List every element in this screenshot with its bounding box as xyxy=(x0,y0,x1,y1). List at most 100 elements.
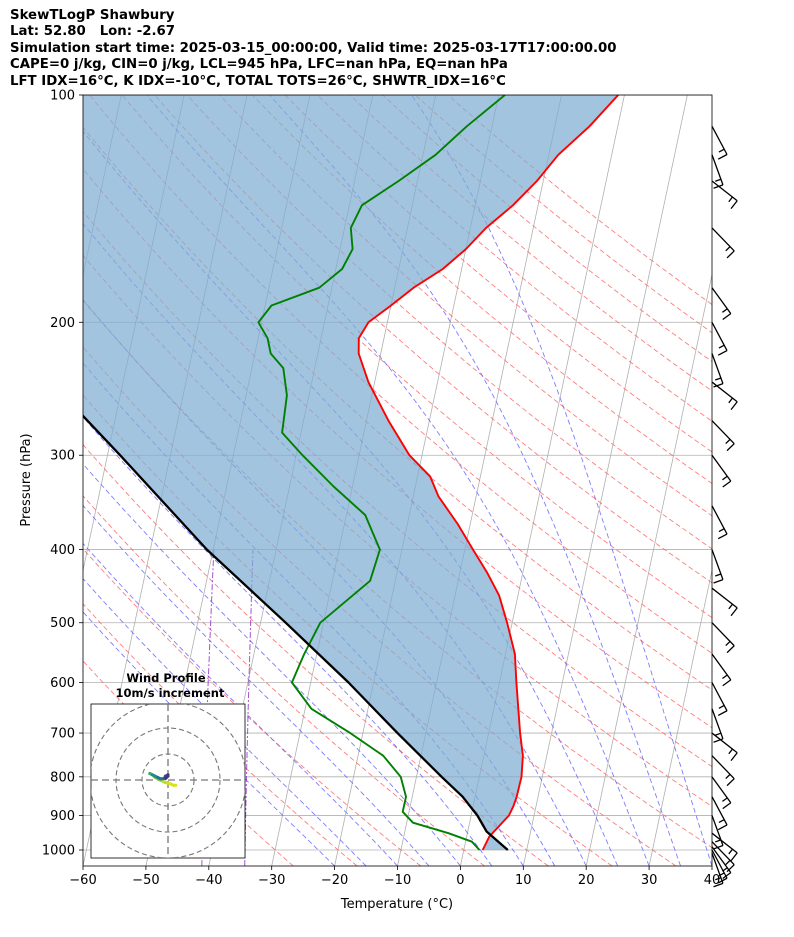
wind-barb-flag xyxy=(713,579,724,584)
chart-title: SkewTLogP Shawbury xyxy=(10,8,175,23)
isotherm-line xyxy=(711,864,712,866)
time-line: Simulation start time: 2025-03-15_00:00:… xyxy=(10,40,617,56)
wind-barb-flag xyxy=(717,877,728,884)
wind-barb-shaft xyxy=(711,587,738,609)
wind-barb-flag xyxy=(725,640,731,647)
profile-layer xyxy=(83,95,619,851)
moist-adiabat xyxy=(269,95,681,866)
wind-barb-flag xyxy=(717,710,728,717)
hodograph: Wind Profile 10m/s increment xyxy=(90,671,246,859)
wind-barb-flag xyxy=(722,674,728,680)
y-tick-label: 300 xyxy=(50,449,75,464)
x-tick-label: 40 xyxy=(704,873,721,888)
cape-line: CAPE=0 j/kg, CIN=0 j/kg, LCL=945 hPa, LF… xyxy=(10,57,508,73)
wind-barbs xyxy=(711,125,738,888)
hodograph-subtitle: 10m/s increment xyxy=(116,686,225,700)
indices-line: LFT IDX=16°C, K IDX=-10°C, TOTAL TOTS=26… xyxy=(10,73,506,89)
dry-adiabat xyxy=(83,443,549,866)
wind-barb-flag xyxy=(730,401,738,411)
wind-barb-shaft xyxy=(711,125,728,155)
wind-barb-flag xyxy=(726,645,735,654)
wind-barb-flag xyxy=(717,824,728,831)
moist-adiabat xyxy=(83,504,430,866)
hodograph-plot xyxy=(91,704,245,858)
wind-barb-flag xyxy=(730,752,738,762)
wind-barb-flag xyxy=(717,533,728,540)
wind-barb-shaft xyxy=(711,353,724,384)
mixing-ratio-line xyxy=(244,549,254,866)
wind-barb-flag xyxy=(715,877,722,881)
wind-barb-shaft xyxy=(711,755,735,780)
wind-barb-flag xyxy=(722,480,732,488)
dry-adiabat xyxy=(83,126,712,691)
wind-barb-flag xyxy=(726,250,735,259)
isotherm-line xyxy=(522,95,688,866)
y-tick-label: 400 xyxy=(50,543,75,558)
wind-barb-flag xyxy=(713,184,724,189)
wind-barb-flag xyxy=(717,153,728,160)
isotherm-line xyxy=(585,272,712,866)
wind-barb-flag xyxy=(730,607,738,617)
moist-adiabat xyxy=(83,577,367,866)
location-line: Lat: 52.80 Lon: -2.67 xyxy=(10,24,176,40)
y-tick-label: 700 xyxy=(50,727,75,742)
wind-barb-shaft xyxy=(711,505,728,535)
wind-barb-shaft xyxy=(711,549,724,580)
wind-barb-shaft xyxy=(711,849,728,879)
wind-barb-flag xyxy=(722,679,732,687)
wind-barb-flag xyxy=(722,313,732,321)
x-tick-label: 30 xyxy=(641,873,658,888)
wind-barb-flag xyxy=(722,867,728,872)
wind-barb-flag xyxy=(715,377,722,381)
wind-barb-flag xyxy=(728,848,734,855)
x-tick-label: 20 xyxy=(578,873,595,888)
wind-barb-flag xyxy=(725,438,731,445)
y-axis-label: Pressure (hPa) xyxy=(19,433,34,526)
wind-barb-flag xyxy=(715,732,722,736)
wind-barb-flag xyxy=(718,148,725,153)
dry-adiabat xyxy=(349,95,712,392)
temperature-line xyxy=(357,95,619,851)
wind-barb-shaft xyxy=(711,381,738,403)
wind-barb-flag xyxy=(728,397,734,404)
wind-barb-flag xyxy=(725,246,731,252)
wind-barb-shaft xyxy=(711,287,732,315)
wind-barb-flag xyxy=(715,573,722,577)
wind-barb-shaft xyxy=(711,622,735,647)
y-tick-label: 500 xyxy=(50,616,75,631)
wind-barb-flag xyxy=(718,819,725,824)
wind-barb-flag xyxy=(722,872,732,879)
wind-barb-flag xyxy=(718,344,725,349)
wind-barb-flag xyxy=(718,528,725,533)
y-tick-label: 900 xyxy=(50,809,75,824)
wind-barb-shaft xyxy=(711,815,724,846)
wind-barb-flag xyxy=(718,872,725,877)
parcel-path xyxy=(83,414,509,851)
y-tick-label: 600 xyxy=(50,676,75,691)
wind-barb-shaft xyxy=(711,708,724,740)
dry-adiabat xyxy=(83,299,712,849)
wind-barb-flag xyxy=(713,882,724,888)
wind-barb-flag xyxy=(722,797,728,802)
wind-barb-flag xyxy=(730,200,738,210)
wind-barb-flag xyxy=(726,778,735,787)
wind-barb-flag xyxy=(713,382,724,388)
y-tick-label: 100 xyxy=(50,89,75,104)
wind-barb-shaft xyxy=(711,841,735,866)
hodograph-trace xyxy=(163,774,170,781)
wind-barb-shaft xyxy=(711,853,724,884)
x-tick-label: −50 xyxy=(132,873,159,888)
wind-barb-flag xyxy=(728,748,734,755)
wind-barb-flag xyxy=(718,704,725,709)
wind-barb-shaft xyxy=(711,653,732,681)
wind-barb-flag xyxy=(713,844,724,850)
wind-barb-shaft xyxy=(711,180,738,202)
moist-adiabat xyxy=(83,611,335,866)
wind-barb-flag xyxy=(715,178,722,182)
y-tick-label: 200 xyxy=(50,316,75,331)
wind-barb-flag xyxy=(713,738,724,743)
wind-barb-flag xyxy=(726,443,735,452)
x-tick-label: −30 xyxy=(258,873,285,888)
x-tick-label: −40 xyxy=(195,873,222,888)
